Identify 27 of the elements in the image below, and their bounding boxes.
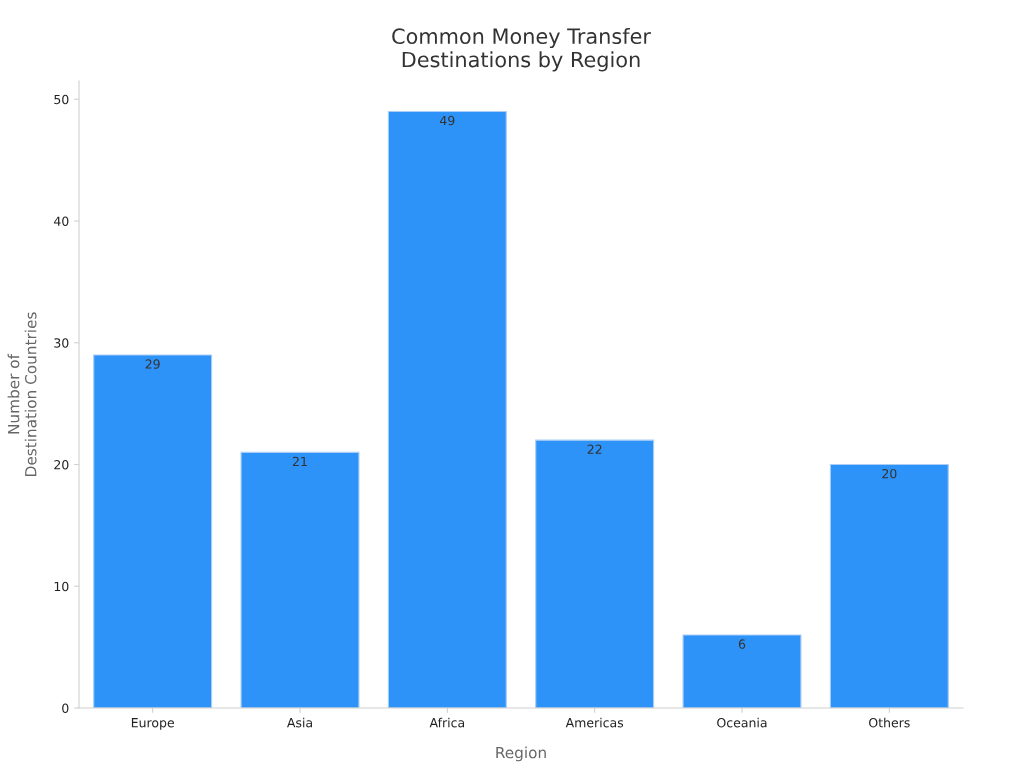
y-tick-label: 40 [53,216,69,226]
data-label: 6 [738,639,746,649]
x-tick-label: Others [869,717,910,728]
bar [93,354,213,708]
bar [240,451,360,708]
bar [829,463,949,708]
x-tick-label: Europe [131,718,174,730]
chart-title: Common Money Transfer Destinations by Region [392,27,651,72]
x-axis-title: Region [496,746,546,762]
y-tick-label: 0 [62,703,69,713]
data-label: 20 [882,468,897,479]
y-axis-title: Number of Destination Countries [7,312,37,476]
x-tick-label: Oceania [717,717,767,728]
y-tick-label: 30 [54,338,69,348]
y-tick-label: 10 [54,581,69,592]
data-label: 49 [439,115,455,126]
x-tick-label: Asia [287,717,312,728]
data-label: 29 [145,359,160,369]
bar [682,634,802,708]
x-tick-label: Africa [429,717,465,728]
bar [535,439,655,708]
y-tick-label: 50 [54,94,69,105]
data-label: 22 [587,444,602,454]
x-tick-label: Americas [565,717,624,728]
y-tick-label: 20 [54,459,69,470]
bar [387,110,507,708]
data-label: 21 [292,456,307,466]
